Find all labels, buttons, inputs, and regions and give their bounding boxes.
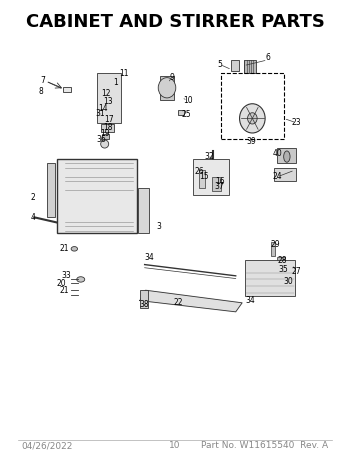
- Bar: [212, 177, 221, 191]
- Bar: [47, 164, 55, 217]
- Text: 32: 32: [204, 152, 214, 161]
- Text: 6: 6: [265, 53, 270, 62]
- Text: 26: 26: [194, 167, 204, 176]
- Bar: [138, 188, 149, 233]
- Bar: [271, 242, 275, 255]
- Ellipse shape: [247, 113, 257, 124]
- Text: 35: 35: [279, 265, 288, 275]
- Bar: [193, 159, 229, 195]
- Text: 9: 9: [169, 73, 174, 82]
- Text: 17: 17: [105, 115, 114, 124]
- Bar: [221, 73, 284, 139]
- Text: 39: 39: [247, 137, 257, 146]
- Text: 22: 22: [174, 299, 183, 307]
- Bar: [178, 110, 184, 115]
- Bar: [277, 257, 285, 262]
- Text: 16: 16: [215, 177, 225, 186]
- Text: 7: 7: [40, 76, 45, 85]
- Text: 11: 11: [119, 69, 128, 78]
- Text: 28: 28: [277, 255, 287, 265]
- Text: CABINET AND STIRRER PARTS: CABINET AND STIRRER PARTS: [26, 13, 324, 31]
- Text: 25: 25: [181, 110, 191, 119]
- Ellipse shape: [101, 140, 109, 148]
- Bar: [102, 134, 108, 139]
- Text: 10: 10: [169, 441, 181, 450]
- Text: 34: 34: [245, 296, 255, 305]
- Text: 4: 4: [30, 213, 35, 222]
- Bar: [97, 73, 121, 123]
- Text: 15: 15: [199, 172, 209, 181]
- Ellipse shape: [284, 151, 290, 162]
- Text: 27: 27: [292, 267, 301, 276]
- Text: 37: 37: [215, 182, 225, 191]
- Ellipse shape: [158, 77, 176, 98]
- Ellipse shape: [77, 277, 85, 282]
- Bar: [199, 170, 205, 188]
- Bar: [57, 159, 136, 233]
- Bar: [63, 87, 71, 92]
- Text: 18: 18: [103, 123, 113, 132]
- Text: 31: 31: [95, 109, 105, 118]
- Text: 20: 20: [57, 279, 66, 288]
- Text: Part No. W11615540  Rev. A: Part No. W11615540 Rev. A: [201, 441, 328, 450]
- Bar: [274, 168, 296, 181]
- Text: 10: 10: [183, 96, 193, 105]
- Text: 3: 3: [156, 222, 161, 231]
- Bar: [102, 124, 114, 132]
- Ellipse shape: [239, 104, 265, 133]
- Text: 5: 5: [217, 60, 222, 69]
- Text: 04/26/2022: 04/26/2022: [22, 441, 73, 450]
- Bar: [140, 290, 148, 308]
- Text: 36: 36: [97, 135, 106, 144]
- Text: 21: 21: [60, 244, 70, 253]
- Text: 23: 23: [292, 118, 301, 127]
- Bar: [231, 60, 239, 71]
- Text: 19: 19: [100, 129, 110, 138]
- Bar: [244, 60, 257, 73]
- Text: 13: 13: [103, 97, 113, 106]
- Text: 14: 14: [98, 104, 108, 112]
- Text: 38: 38: [140, 300, 149, 308]
- Text: 33: 33: [62, 271, 71, 280]
- Text: 24: 24: [272, 172, 282, 181]
- Text: 34: 34: [145, 253, 154, 262]
- Text: 40: 40: [272, 149, 282, 158]
- Text: 8: 8: [38, 87, 43, 96]
- Bar: [277, 148, 296, 164]
- Text: 12: 12: [102, 89, 111, 98]
- Bar: [245, 260, 295, 296]
- Text: 2: 2: [30, 193, 35, 202]
- Text: 21: 21: [60, 286, 70, 295]
- Ellipse shape: [71, 246, 77, 251]
- Text: 1: 1: [113, 78, 118, 87]
- Text: 30: 30: [284, 277, 293, 286]
- Text: 29: 29: [271, 240, 280, 249]
- Bar: [160, 76, 174, 101]
- Polygon shape: [140, 290, 242, 312]
